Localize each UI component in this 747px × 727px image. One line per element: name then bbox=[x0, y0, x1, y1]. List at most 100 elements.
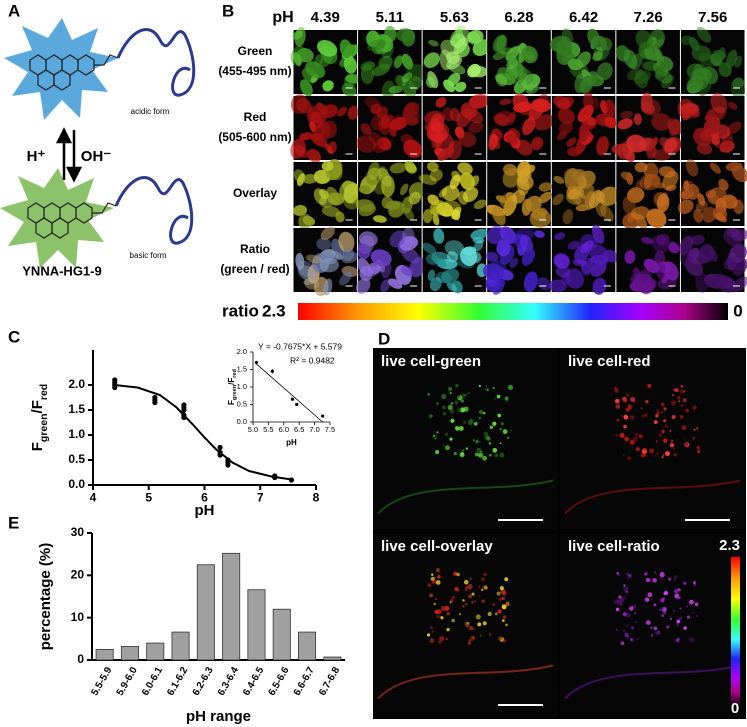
image-background bbox=[373, 348, 558, 532]
cell bbox=[429, 277, 442, 292]
cell bbox=[726, 49, 738, 68]
cell bbox=[317, 40, 338, 57]
x-tick-label: 7 bbox=[257, 491, 264, 505]
cell bbox=[427, 269, 436, 281]
x-tick-label: 6.0 bbox=[279, 425, 289, 434]
speckle bbox=[458, 613, 462, 616]
cell bbox=[723, 257, 735, 270]
speckle bbox=[683, 441, 689, 447]
cell bbox=[451, 209, 461, 221]
speckle bbox=[435, 567, 441, 573]
speckle bbox=[462, 599, 465, 602]
cell bbox=[355, 278, 371, 294]
speckle bbox=[460, 407, 466, 413]
cell bbox=[423, 52, 440, 68]
speckle bbox=[678, 617, 683, 621]
cell bbox=[290, 138, 306, 159]
cell bbox=[572, 259, 587, 267]
ph-value: 5.11 bbox=[376, 9, 404, 26]
cell bbox=[564, 168, 579, 190]
y-axis-label-part: F bbox=[29, 442, 46, 451]
speckle bbox=[454, 400, 459, 405]
cell bbox=[389, 117, 408, 131]
speckle bbox=[480, 588, 484, 592]
data-point bbox=[290, 397, 295, 401]
ph-value: 7.26 bbox=[634, 9, 663, 26]
cell bbox=[401, 29, 416, 47]
membrane bbox=[377, 664, 554, 700]
speckle bbox=[696, 445, 700, 450]
speckle bbox=[433, 602, 436, 606]
cell bbox=[290, 94, 308, 115]
cell bbox=[558, 121, 573, 135]
speckle bbox=[640, 407, 643, 410]
cell bbox=[384, 25, 397, 43]
speckle bbox=[465, 447, 469, 450]
speckle bbox=[445, 638, 448, 640]
x-tick-label: 6.4-6.5 bbox=[241, 665, 266, 698]
cell bbox=[472, 39, 491, 57]
cell bbox=[492, 206, 506, 226]
cell bbox=[531, 210, 546, 221]
speckle bbox=[497, 636, 503, 641]
row-label: (505-600 nm) bbox=[218, 130, 291, 144]
cell bbox=[440, 39, 459, 59]
speckle bbox=[617, 573, 621, 577]
cell bbox=[426, 161, 439, 172]
speckle bbox=[427, 393, 430, 396]
cell bbox=[305, 61, 326, 79]
speckle bbox=[467, 420, 473, 426]
speckle bbox=[652, 577, 657, 583]
cell bbox=[378, 167, 392, 187]
speckle bbox=[629, 606, 634, 611]
speckle bbox=[444, 432, 449, 437]
cell bbox=[505, 134, 518, 145]
speckle bbox=[458, 425, 464, 431]
cell bbox=[651, 113, 672, 131]
cell bbox=[561, 28, 574, 47]
cell bbox=[732, 276, 747, 292]
cell bbox=[634, 69, 649, 89]
x-tick-label: 4 bbox=[90, 491, 97, 505]
speckle bbox=[483, 431, 489, 437]
cell bbox=[322, 80, 334, 92]
ph-value: 7.56 bbox=[698, 9, 727, 26]
image-label: live cell-ratio bbox=[568, 538, 660, 555]
speckle bbox=[454, 586, 459, 592]
speckle bbox=[440, 616, 444, 620]
cell bbox=[493, 113, 509, 126]
y-tick-label: 1.5 bbox=[237, 364, 247, 373]
speckle bbox=[626, 635, 630, 639]
equilibrium-arrows bbox=[55, 127, 83, 183]
cell bbox=[376, 106, 389, 119]
cell bbox=[485, 251, 499, 262]
x-tick-label: 6.6-6.7 bbox=[292, 665, 317, 698]
cell bbox=[337, 106, 348, 117]
cell bbox=[686, 247, 700, 263]
image-label: live cell-red bbox=[568, 353, 651, 370]
speckle bbox=[671, 414, 676, 420]
cell bbox=[629, 53, 643, 70]
speckle bbox=[647, 383, 652, 388]
bar bbox=[196, 564, 215, 661]
cell bbox=[368, 161, 380, 180]
speckle bbox=[480, 450, 483, 453]
bar bbox=[95, 649, 114, 661]
speckle bbox=[686, 605, 689, 608]
cell bbox=[408, 76, 422, 91]
speckle bbox=[494, 612, 498, 616]
cell bbox=[679, 249, 692, 268]
speckle bbox=[623, 584, 626, 587]
speckle bbox=[501, 596, 505, 601]
cell bbox=[400, 183, 409, 196]
speckle bbox=[673, 575, 678, 580]
cell bbox=[292, 204, 307, 216]
cell bbox=[470, 228, 489, 240]
speckle bbox=[623, 454, 625, 456]
cell bbox=[451, 170, 462, 182]
cell bbox=[371, 63, 391, 77]
cell bbox=[345, 74, 361, 84]
cell bbox=[495, 74, 508, 87]
cell bbox=[401, 72, 413, 83]
